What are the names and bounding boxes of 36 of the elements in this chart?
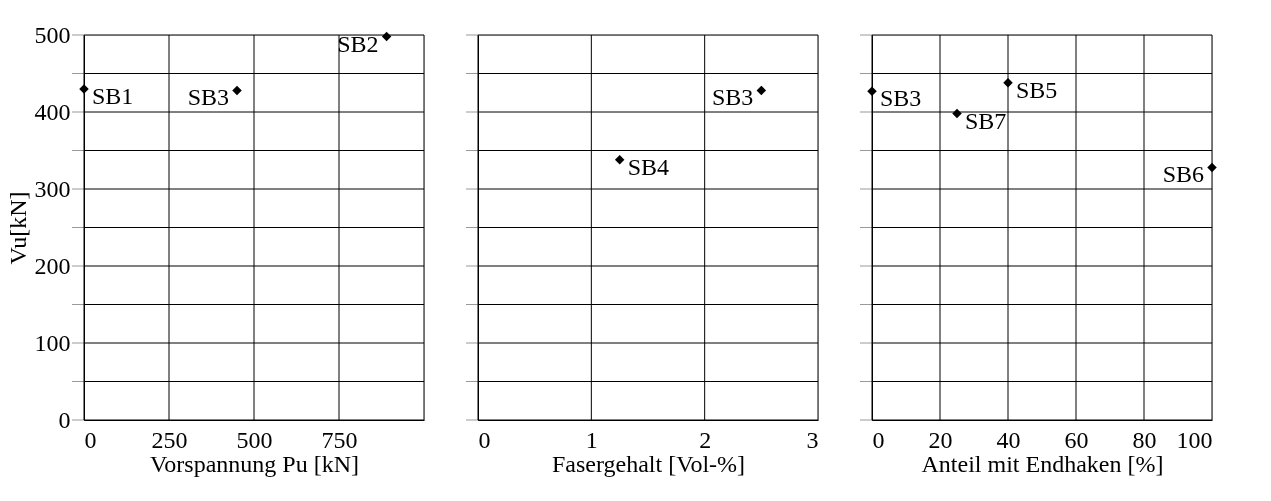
- point: [1207, 162, 1217, 173]
- x-axis-title: Vorspannung Pu [kN]: [150, 450, 359, 477]
- annotation: SB2: [337, 30, 379, 57]
- x-tick-label: 0: [84, 426, 97, 453]
- x-tick-label: 80: [1132, 426, 1157, 453]
- x-tick-label: 20: [928, 426, 953, 453]
- x-axis-title: Anteil mit Endhaken [%]: [921, 450, 1164, 477]
- annotation: SB4: [627, 153, 670, 180]
- x-tick-label: 1: [585, 426, 598, 453]
- y-tick-label: 100: [34, 329, 71, 356]
- x-tick-label: 3: [806, 426, 819, 453]
- y-tick-label: 500: [34, 21, 71, 48]
- x-tick-label: 750: [321, 426, 358, 453]
- y-tick-label: 400: [34, 98, 71, 125]
- annotation: SB6: [1162, 161, 1204, 188]
- x-tick-label: 2: [699, 426, 712, 453]
- annotation: SB3: [880, 85, 922, 112]
- annotation: SB1: [92, 82, 134, 109]
- x-axis-title: Fasergehalt [Vol-%]: [551, 450, 746, 477]
- y-tick-label: 300: [34, 175, 71, 202]
- x-tick-label: 500: [236, 426, 273, 453]
- x-tick-label: 40: [996, 426, 1021, 453]
- y-tick-label: 200: [34, 252, 71, 279]
- y-tick-label: 0: [58, 406, 71, 433]
- annotation: SB3: [711, 84, 754, 111]
- x-tick-label: 100: [1176, 426, 1213, 453]
- point: [952, 108, 962, 119]
- x-tick-label: 0: [478, 426, 491, 453]
- annotation: SB3: [187, 84, 229, 111]
- annotation: SB5: [1016, 76, 1058, 103]
- point: [1003, 78, 1013, 88]
- x-tick-label: 0: [872, 426, 885, 453]
- y-axis-title: Vu[kN]: [4, 191, 31, 265]
- annotation: SB7: [965, 107, 1007, 134]
- x-tick-label: 60: [1064, 426, 1089, 453]
- x-tick-label: 250: [151, 426, 188, 453]
